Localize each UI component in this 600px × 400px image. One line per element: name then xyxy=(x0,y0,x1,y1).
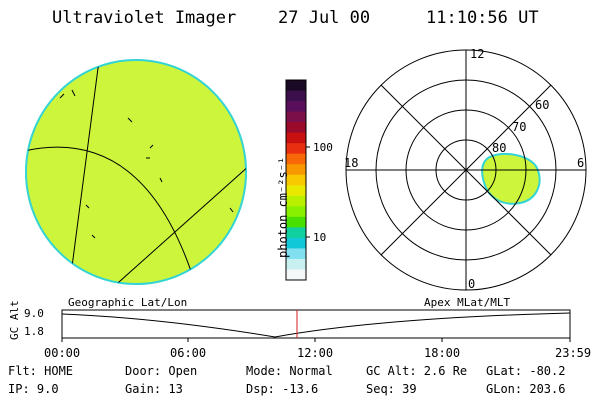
info-gc-alt: GC Alt: 2.6 Re xyxy=(366,364,468,378)
color-bar-band xyxy=(286,132,306,144)
mlt-spokes xyxy=(346,50,586,290)
altitude-right-title: Apex MLat/MLT xyxy=(424,296,511,309)
color-bar-band xyxy=(286,269,306,281)
altitude-frame xyxy=(61,309,571,339)
color-bar-band xyxy=(286,111,306,123)
color-bar-band xyxy=(286,227,306,239)
time-label: 11:10:56 UT xyxy=(426,8,539,28)
color-bar-unit-label: photon cm⁻²s⁻¹ xyxy=(276,156,290,258)
altitude-y-label: GC Alt xyxy=(8,300,21,340)
color-bar-tick-label-100: 100 xyxy=(313,141,333,154)
color-bar-band xyxy=(286,90,306,102)
color-bar-band xyxy=(286,153,306,165)
color-bar-band xyxy=(286,206,306,218)
mlt-label-18: 18 xyxy=(344,156,359,170)
mlt-label-6: 6 xyxy=(577,156,585,170)
mlt-label-12: 12 xyxy=(470,47,485,61)
info-ip: IP: 9.0 xyxy=(8,382,59,396)
color-bar-band xyxy=(286,258,306,270)
color-bar-band xyxy=(286,101,306,113)
color-bar-band xyxy=(286,122,306,134)
color-bar xyxy=(286,80,306,281)
altitude-curve xyxy=(61,312,571,338)
info-dsp: Dsp: -13.6 xyxy=(246,382,319,396)
x-tick-1200: 12:00 xyxy=(297,346,334,360)
x-tick-0000: 00:00 xyxy=(44,346,81,360)
lat-label-80: 80 xyxy=(492,141,507,155)
altitude-plot xyxy=(61,309,571,342)
color-bar-tick-label-10: 10 xyxy=(313,231,327,244)
info-glon: GLon: 203.6 xyxy=(486,382,566,396)
color-bar-band xyxy=(286,195,306,207)
x-tick-0600: 06:00 xyxy=(170,346,207,360)
x-tick-1800: 18:00 xyxy=(424,346,461,360)
auroral-oval xyxy=(481,152,541,205)
mlt-label-0: 0 xyxy=(468,277,476,291)
date-label: 27 Jul 00 xyxy=(278,8,371,28)
lat-label-70: 70 xyxy=(512,120,527,134)
color-bar-band xyxy=(286,80,306,92)
altitude-y-tick-1-8: 1.8 xyxy=(24,325,44,338)
altitude-left-title: Geographic Lat/Lon xyxy=(68,296,188,309)
lat-label-60: 60 xyxy=(535,98,550,112)
color-bar-band xyxy=(286,174,306,186)
uv-image-panel xyxy=(25,59,247,285)
color-bar-band xyxy=(286,248,306,260)
info-gain: Gain: 13 xyxy=(125,382,183,396)
instrument-title: Ultraviolet Imager xyxy=(52,8,237,28)
x-axis-ticks xyxy=(61,338,571,342)
color-bar-band xyxy=(286,185,306,197)
info-flight: Flt: HOME xyxy=(8,364,74,378)
color-bar-frame xyxy=(285,79,307,281)
color-bar-band xyxy=(286,237,306,249)
info-mode: Mode: Normal xyxy=(246,364,333,378)
info-door: Door: Open xyxy=(125,364,198,378)
info-glat: GLat: -80.2 xyxy=(486,364,566,378)
color-bar-band xyxy=(286,143,306,155)
altitude-y-tick-9: 9.0 xyxy=(24,307,44,320)
color-bar-band xyxy=(286,216,306,228)
color-bar-band xyxy=(286,164,306,176)
polar-plot xyxy=(345,49,587,291)
uv-image-disk xyxy=(25,59,247,285)
x-tick-2359: 23:59 xyxy=(555,346,592,360)
info-seq: Seq: 39 xyxy=(366,382,417,396)
